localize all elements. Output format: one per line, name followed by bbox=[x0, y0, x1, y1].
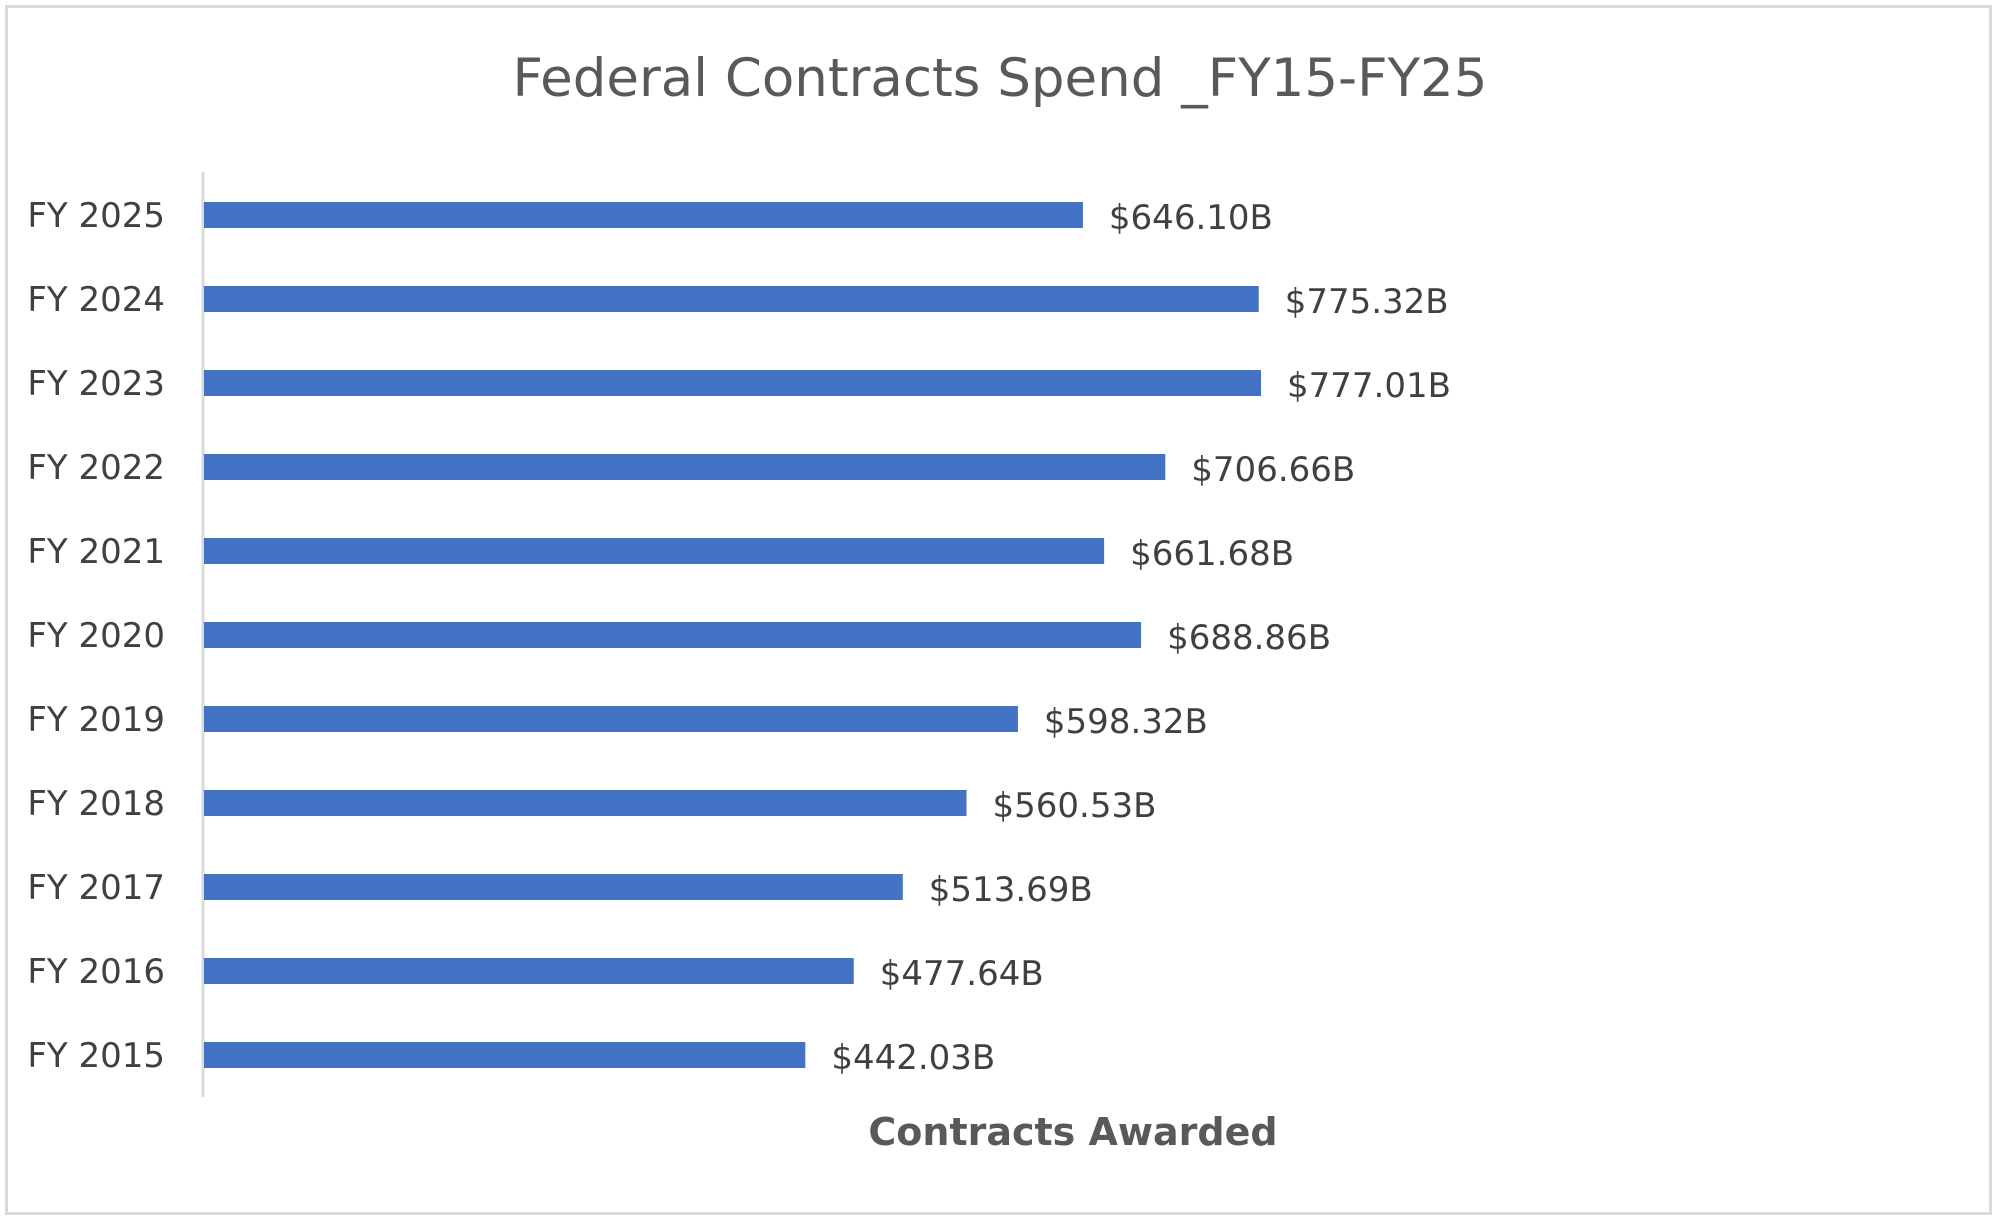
data-label-fy-2024: $775.32B bbox=[1285, 282, 1449, 322]
data-label-fy-2018: $560.53B bbox=[993, 786, 1157, 826]
bars-group bbox=[204, 202, 1262, 1068]
category-label-fy-2017: FY 2017 bbox=[27, 868, 165, 908]
data-label-fy-2022: $706.66B bbox=[1191, 450, 1355, 490]
bar-fy-2018 bbox=[204, 790, 967, 816]
data-labels: $646.10B $775.32B $777.01B $706.66B $661.68B… bbox=[831, 198, 1451, 1078]
category-label-fy-2019: FY 2019 bbox=[27, 700, 165, 740]
category-label-fy-2016: FY 2016 bbox=[27, 952, 165, 992]
category-label-fy-2023: FY 2023 bbox=[27, 364, 165, 404]
bar-fy-2020 bbox=[204, 622, 1142, 648]
category-label-fy-2015: FY 2015 bbox=[27, 1036, 165, 1076]
data-label-fy-2016: $477.64B bbox=[880, 954, 1044, 994]
x-axis-title: Contracts Awarded bbox=[868, 1110, 1277, 1154]
data-label-fy-2020: $688.86B bbox=[1167, 618, 1331, 658]
bar-fy-2019 bbox=[204, 706, 1018, 732]
category-label-fy-2018: FY 2018 bbox=[27, 784, 165, 824]
bar-fy-2023 bbox=[204, 370, 1262, 396]
bar-fy-2016 bbox=[204, 958, 854, 984]
category-label-fy-2024: FY 2024 bbox=[27, 280, 165, 320]
category-label-fy-2020: FY 2020 bbox=[27, 616, 165, 656]
category-label-fy-2022: FY 2022 bbox=[27, 448, 165, 488]
category-labels: FY 2025 FY 2024 FY 2023 FY 2022 FY 2021 FY 20… bbox=[27, 196, 165, 1076]
bar-fy-2022 bbox=[204, 454, 1166, 480]
bar-fy-2025 bbox=[204, 202, 1083, 228]
bar-fy-2024 bbox=[204, 286, 1259, 312]
bar-fy-2017 bbox=[204, 874, 903, 900]
data-label-fy-2025: $646.10B bbox=[1109, 198, 1273, 238]
data-label-fy-2015: $442.03B bbox=[831, 1038, 995, 1078]
category-label-fy-2021: FY 2021 bbox=[27, 532, 165, 572]
category-label-fy-2025: FY 2025 bbox=[27, 196, 165, 236]
bar-fy-2015 bbox=[204, 1042, 806, 1068]
chart-title: Federal Contracts Spend _FY15-FY25 bbox=[513, 48, 1488, 109]
data-label-fy-2021: $661.68B bbox=[1130, 534, 1294, 574]
bar-fy-2021 bbox=[204, 538, 1105, 564]
data-label-fy-2019: $598.32B bbox=[1044, 702, 1208, 742]
data-label-fy-2017: $513.69B bbox=[929, 870, 1093, 910]
data-label-fy-2023: $777.01B bbox=[1287, 366, 1451, 406]
